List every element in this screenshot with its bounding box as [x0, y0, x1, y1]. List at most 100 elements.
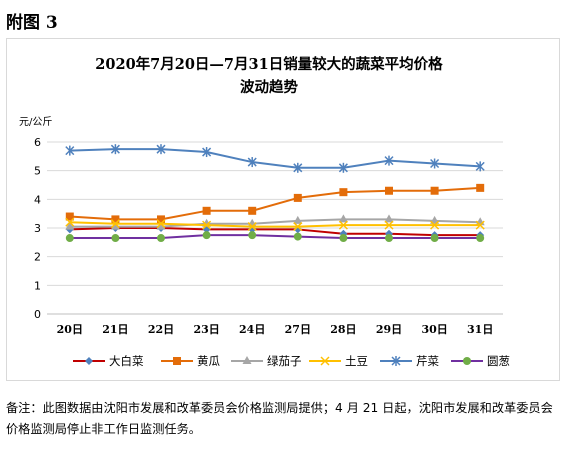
data-point: [339, 234, 348, 243]
legend-item: 黄瓜: [161, 354, 220, 368]
data-point: [338, 162, 348, 173]
data-point: [384, 155, 394, 166]
data-point: [110, 144, 120, 155]
y-tick-label: 3: [34, 222, 41, 235]
legend-label: 芹菜: [416, 354, 439, 368]
data-point: [202, 231, 211, 240]
legend-label: 大白菜: [109, 354, 144, 368]
marker-stroke: [293, 222, 303, 232]
data-point: [111, 234, 120, 243]
series-line: [69, 221, 481, 228]
data-point: [156, 219, 166, 229]
marker-stroke: [65, 217, 75, 227]
data-point: [293, 215, 303, 224]
legend-item: 芹菜: [380, 354, 439, 368]
y-axis-label: 元/公斤: [19, 116, 52, 128]
series-circle: [65, 231, 485, 243]
data-point: [430, 234, 439, 243]
x-tick-label: 22日: [148, 323, 174, 336]
data-point: [293, 222, 303, 232]
marker-stroke: [202, 220, 212, 230]
legend-marker: [242, 356, 252, 364]
legend: 大白菜 黄瓜 绿茄子 土豆 芹菜 圆葱: [73, 354, 510, 368]
data-point: [65, 217, 75, 227]
x-tick-label: 21日: [102, 323, 128, 336]
legend-item: 土豆: [309, 354, 368, 368]
marker-stroke: [475, 220, 485, 230]
data-point: [110, 221, 120, 230]
data-point: [430, 220, 440, 230]
legend-marker: [173, 357, 181, 365]
chart-title-line-1: 2020年7月20日—7月31日销量较大的蔬菜平均价格: [95, 55, 443, 73]
data-point: [384, 220, 394, 230]
chart-title-line-2: 波动趋势: [240, 78, 298, 96]
data-point: [293, 232, 302, 241]
y-tick-label: 1: [34, 279, 41, 292]
chart-frame: 2020年7月20日—7月31日销量较大的蔬菜平均价格 波动趋势 元/公斤 0 1…: [6, 38, 560, 381]
axes: 0 1 2 3 4 5 6 20日 21日 22日 23日 24日 27日 28日 29日 30日 31日: [34, 136, 503, 336]
legend-item: 大白菜: [73, 354, 144, 368]
legend-item: 绿茄子: [231, 354, 302, 368]
legend-marker: [463, 357, 471, 365]
marker-stroke: [430, 220, 440, 230]
data-point: [65, 212, 74, 221]
data-point: [156, 144, 166, 155]
y-tick-label: 0: [34, 308, 41, 321]
series-line: [69, 186, 481, 221]
data-point: [385, 186, 393, 195]
x-tick-label: 20日: [57, 323, 83, 336]
series-triangle: [65, 214, 485, 230]
data-point: [475, 220, 485, 230]
legend-label: 黄瓜: [197, 354, 220, 368]
series-line: [69, 227, 481, 237]
data-point: [384, 214, 394, 223]
figure-label: 附图 3: [6, 13, 58, 33]
footnote: 备注：此图数据由沈阳市发展和改革委员会价格监测局提供；4 月 21 日起，沈阳市…: [6, 401, 553, 436]
data-point: [111, 215, 120, 224]
data-point: [293, 162, 303, 173]
marker-stroke: [156, 219, 166, 229]
data-point: [248, 231, 257, 240]
series-line: [69, 218, 481, 228]
data-point: [339, 188, 348, 197]
marker-stroke: [320, 356, 330, 366]
x-tick-label: 31日: [467, 323, 493, 336]
legend-label: 绿茄子: [267, 354, 302, 368]
y-tick-label: 2: [34, 251, 41, 264]
data-point: [430, 186, 439, 195]
y-tick-label: 6: [34, 136, 41, 149]
x-tick-label: 23日: [193, 323, 219, 336]
data-point: [110, 219, 120, 229]
line-chart: 2020年7月20日—7月31日销量较大的蔬菜平均价格 波动趋势 元/公斤 0 1…: [19, 55, 510, 368]
data-point: [247, 157, 257, 168]
data-point: [430, 158, 440, 169]
data-point: [65, 145, 75, 156]
x-tick-label: 27日: [285, 323, 311, 336]
legend-marker: [391, 356, 401, 366]
data-point: [248, 206, 257, 215]
data-point: [202, 147, 212, 158]
legend-marker: [320, 356, 330, 366]
data-point: [202, 220, 212, 230]
data-point: [338, 214, 348, 223]
legend-label: 圆葱: [487, 354, 510, 368]
legend-label: 土豆: [345, 354, 368, 368]
data-point: [202, 206, 211, 215]
marker-stroke: [338, 220, 348, 230]
x-tick-label: 28日: [330, 323, 356, 336]
data-point: [338, 220, 348, 230]
data-point: [65, 234, 74, 243]
x-tick-label: 24日: [239, 323, 265, 336]
data-point: [65, 221, 75, 230]
marker-stroke: [110, 219, 120, 229]
legend-marker: [85, 357, 93, 365]
data-point: [247, 222, 257, 232]
series-star: [65, 144, 485, 173]
data-point: [476, 234, 485, 243]
series-lines: [65, 144, 485, 243]
data-point: [476, 183, 485, 192]
marker-stroke: [384, 220, 394, 230]
data-point: [157, 215, 165, 224]
y-tick-label: 5: [34, 165, 41, 178]
marker-stroke: [247, 222, 257, 232]
